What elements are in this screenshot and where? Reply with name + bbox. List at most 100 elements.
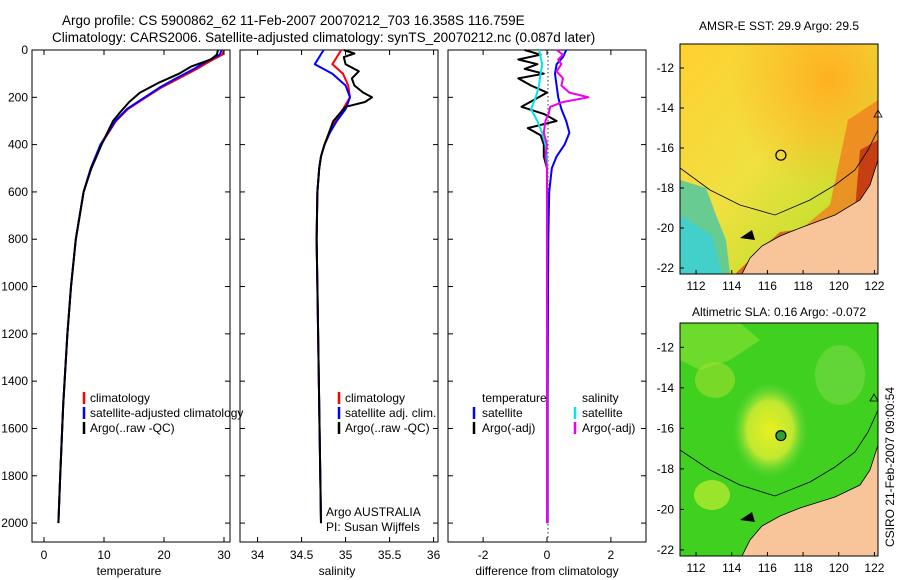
x-tick-label: 10	[97, 548, 111, 562]
sst-isobath	[680, 129, 878, 216]
y-tick-label: 1800	[1, 469, 28, 483]
sst-map-frame	[679, 43, 879, 275]
sla-argo-marker	[775, 430, 787, 442]
sst-map-image	[680, 44, 878, 274]
y-tick-label: 200	[8, 90, 28, 104]
argo-raw-qc--line	[315, 49, 373, 524]
salinity-series	[313, 49, 373, 524]
salinity-argo-adj--line	[542, 49, 590, 524]
climatology-line	[57, 49, 225, 524]
temperature-panel: 0 10 20 30 0 200 400 600 800 1000 1200 1400 1600 1800…	[1, 43, 243, 578]
map-y-tick-label: -16	[657, 421, 675, 435]
legend-label-climatology: climatology	[90, 391, 150, 405]
legend-label-sal-argo: Argo(-adj)	[582, 421, 635, 435]
map-x-tick-label: 118	[794, 561, 813, 575]
y-tick-label: 800	[8, 232, 28, 246]
pi-label: PI: Susan Wijffels	[326, 520, 420, 534]
map-x-tick-label: 122	[864, 279, 884, 293]
map-y-tick-label: -14	[657, 101, 675, 115]
map-x-tick-label: 116	[758, 279, 777, 293]
legend-label-sal-satellite: satellite	[582, 406, 623, 420]
salinity-axis-ticks: 34 34.5 35 35.5 36	[240, 49, 441, 562]
temperature-satellite-line	[546, 49, 571, 524]
difference-legend: temperature satellite Argo(-adj) salinit…	[472, 391, 635, 435]
satellite-adjusted-climatology-line	[57, 49, 223, 524]
legend-label-satellite: satellite adj. clim.	[345, 406, 436, 420]
difference-x-label: difference from climatology	[475, 564, 618, 578]
y-tick-label: 1000	[1, 280, 28, 294]
sla-map-frame	[679, 322, 879, 557]
difference-panel: -2 0 2 difference from climatology tempera…	[447, 49, 647, 578]
difference-series	[517, 49, 590, 524]
salinity-panel: 34 34.5 35 35.5 36 salinity climatology sate…	[239, 49, 441, 578]
sla-triangle-marker	[869, 393, 879, 402]
legend-label-satellite: satellite-adjusted climatology	[90, 406, 243, 420]
map-y-tick-label: -18	[657, 181, 675, 195]
x-tick-label: 30	[217, 548, 231, 562]
sla-map-image	[680, 323, 878, 556]
sla-map-title: Altimetric SLA: 0.16 Argo: -0.072	[692, 305, 866, 319]
legend-label-argo: Argo(..raw -QC)	[90, 421, 175, 435]
map-y-tick-label: -12	[657, 61, 675, 75]
map-x-tick-label: 112	[686, 561, 705, 575]
sla-map-panel: Altimetric SLA: 0.16 Argo: -0.072 112 114…	[657, 305, 897, 575]
salinity-legend: climatology satellite adj. clim. Argo(..…	[337, 391, 436, 435]
legend-label-temp-satellite: satellite	[482, 406, 523, 420]
map-x-tick-label: 118	[794, 279, 813, 293]
temperature-axis-ticks: 0 10 20 30 0 200 400 600 800 1000 1200 1400 1600 1800…	[1, 43, 231, 562]
x-tick-label: 36	[427, 548, 441, 562]
map-y-tick-label: -12	[657, 340, 675, 354]
difference-axis-ticks: -2 0 2	[448, 49, 646, 562]
csiro-timestamp: CSIRO 21-Feb-2007 09:00:54	[883, 387, 897, 547]
map-y-tick-label: -22	[657, 543, 675, 557]
y-tick-label: 2000	[1, 516, 28, 530]
sst-triangle-marker	[873, 109, 883, 118]
y-tick-label: 0	[21, 43, 28, 57]
map-x-tick-label: 120	[829, 279, 849, 293]
legend-heading-salinity: salinity	[582, 391, 619, 405]
legend-heading-temperature: temperature	[482, 391, 547, 405]
x-tick-label: 2	[608, 548, 615, 562]
x-tick-label: 0	[41, 548, 48, 562]
salinity-x-label: salinity	[319, 564, 356, 578]
figure-title-line1: Argo profile: CS 5900862_62 11-Feb-2007 …	[62, 13, 525, 28]
x-tick-label: 35.5	[378, 548, 402, 562]
sla-land	[741, 444, 878, 556]
legend-label-climatology: climatology	[345, 391, 405, 405]
map-x-tick-label: 120	[829, 561, 849, 575]
map-y-tick-label: -14	[657, 381, 675, 395]
sla-isobath	[680, 409, 878, 497]
map-x-tick-label: 114	[722, 279, 741, 293]
map-y-tick-label: -20	[657, 502, 675, 516]
argo-raw-qc--line	[57, 49, 219, 524]
y-tick-label: 1400	[1, 374, 28, 388]
map-x-tick-label: 114	[722, 561, 741, 575]
map-y-tick-label: -20	[657, 221, 675, 235]
map-x-tick-label: 112	[686, 279, 705, 293]
legend-label-temp-argo: Argo(-adj)	[482, 421, 535, 435]
salinity-axes-frame	[239, 49, 439, 543]
x-tick-label: 20	[157, 548, 171, 562]
y-tick-label: 400	[8, 138, 28, 152]
sst-map-ticks: 112 114 116 118 120 122 -12 -14 -16 -18 -20 -22	[657, 61, 885, 293]
temperature-legend: climatology satellite-adjusted climatolo…	[82, 391, 243, 435]
map-y-tick-label: -18	[657, 462, 675, 476]
map-y-tick-label: -22	[657, 261, 675, 275]
sst-argo-marker	[775, 149, 787, 161]
sst-map-title: AMSR-E SST: 29.9 Argo: 29.5	[699, 19, 859, 33]
x-tick-label: 34.5	[290, 548, 314, 562]
y-tick-label: 600	[8, 185, 28, 199]
x-tick-label: -2	[478, 548, 489, 562]
temperature-series	[57, 49, 225, 524]
temperature-x-label: temperature	[97, 564, 162, 578]
sst-land	[741, 159, 878, 274]
y-tick-label: 1600	[1, 421, 28, 435]
x-tick-label: 35	[339, 548, 353, 562]
y-tick-label: 1200	[1, 327, 28, 341]
sla-map-ticks: 112 114 116 118 120 122 -12 -14 -16 -18 -20 -22	[657, 340, 885, 575]
x-tick-label: 34	[251, 548, 265, 562]
map-y-tick-label: -16	[657, 141, 675, 155]
temperature-axes-frame	[31, 49, 231, 543]
